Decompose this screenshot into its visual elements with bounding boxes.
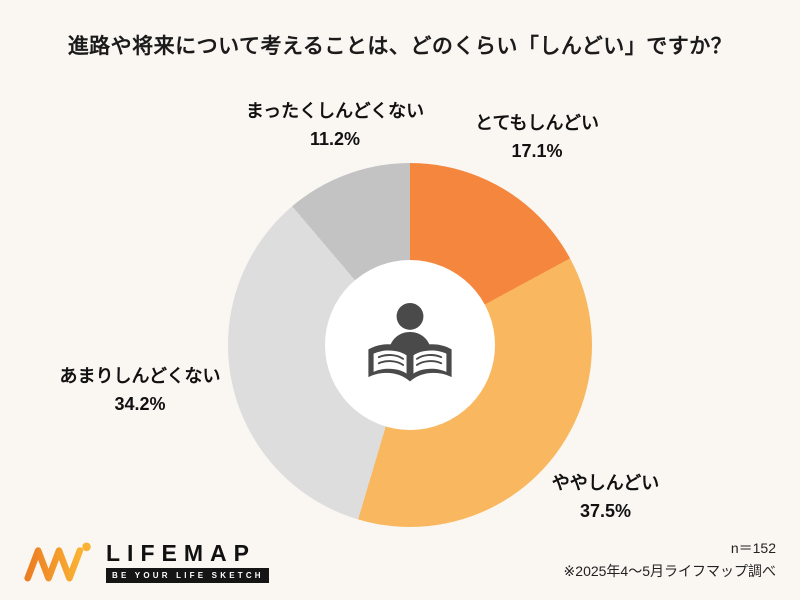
donut-chart (228, 163, 592, 527)
chart-title: 進路や将来について考えることは、どのくらい「しんどい」ですか？ (67, 35, 733, 58)
segment-label-very-tough: とてもしんどい 17.1% (447, 110, 627, 166)
segment-label-pct: 34.2% (114, 393, 166, 414)
sample-size: n＝152 (730, 540, 776, 556)
segment-label-somewhat-tough: ややしんどい 37.5% (498, 470, 713, 526)
segment-label-text: とてもしんどい (474, 113, 600, 133)
footnote: n＝152 ※2025年4〜5月ライフマップ調べ (564, 538, 776, 582)
lifemap-logo-mark-icon (24, 542, 91, 582)
segment-label-pct: 11.2% (309, 128, 361, 149)
segment-label-not-very-tough: あまりしんどくない 34.2% (35, 363, 245, 419)
lifemap-logo: LIFEMAP BE YOUR LIFE SKETCH (22, 538, 269, 586)
segment-label-not-tough-at-all: まったくしんどくない 11.2% (225, 98, 445, 154)
segment-label-pct: 17.1% (511, 140, 563, 161)
segment-label-text: ややしんどい (551, 473, 660, 493)
donut-hole (325, 260, 495, 430)
segment-label-text: あまりしんどくない (59, 366, 221, 386)
logo-tagline: BE YOUR LIFE SKETCH (106, 567, 269, 583)
source-note: ※2025年4〜5月ライフマップ調べ (563, 563, 776, 579)
person-reading-book-icon (368, 302, 452, 382)
logo-brand: LIFEMAP (106, 539, 256, 566)
segment-label-text: まったくしんどくない (245, 101, 425, 121)
logo-text: LIFEMAP BE YOUR LIFE SKETCH (106, 539, 269, 583)
segment-label-pct: 37.5% (579, 500, 632, 521)
